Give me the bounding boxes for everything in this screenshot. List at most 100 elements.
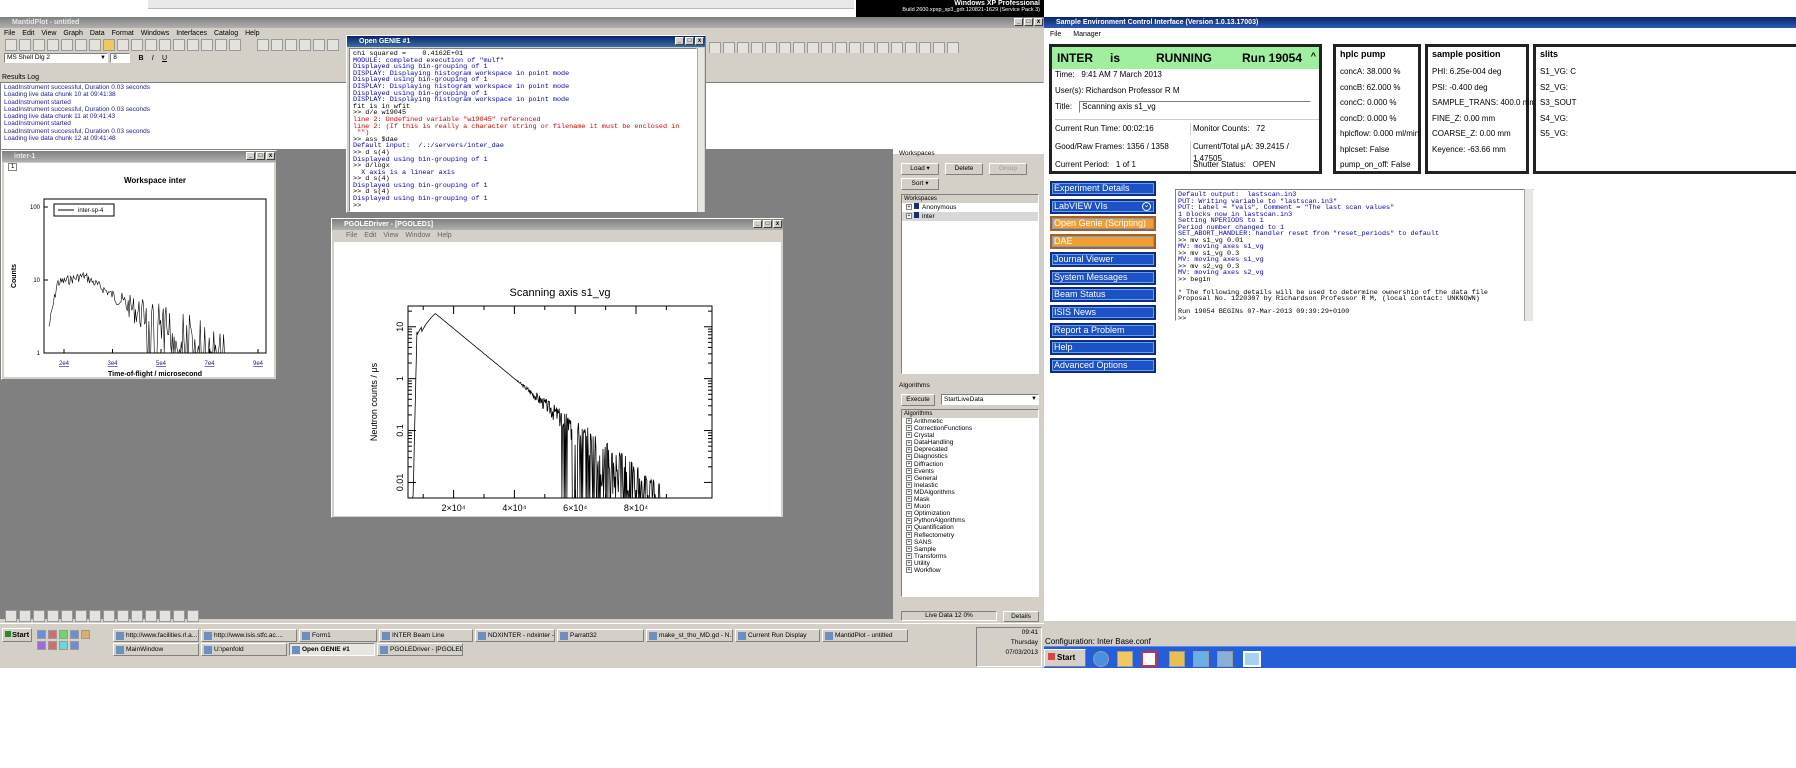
minimize-button[interactable]: _ (1014, 18, 1023, 26)
taskbar-item[interactable]: MantidPlot - untitled (822, 629, 908, 642)
expand-icon[interactable]: + (906, 503, 912, 510)
algorithm-category[interactable]: + Utility (906, 560, 1038, 567)
expand-icon[interactable]: + (906, 482, 912, 489)
expand-icon[interactable]: + (906, 418, 912, 425)
workspace-item-anonymous[interactable]: + Anonymous (906, 203, 957, 211)
menu-data[interactable]: Data (89, 30, 105, 37)
algorithm-category[interactable]: + Arithmetic (906, 418, 1038, 425)
expand-icon[interactable]: + (906, 425, 912, 432)
link-isis-news[interactable]: ISIS News (1050, 304, 1156, 320)
clock-time[interactable]: 09:41 (1021, 629, 1038, 636)
quicklaunch-icon[interactable] (48, 630, 57, 639)
details-button[interactable]: Details (1003, 611, 1039, 622)
zoom-icon[interactable] (709, 42, 721, 53)
save-template-icon[interactable] (145, 39, 157, 51)
screen-reader-icon[interactable] (751, 42, 763, 53)
menu-manager[interactable]: Manager (1073, 31, 1101, 38)
algorithm-category[interactable]: + Crystal (906, 432, 1038, 439)
copy-icon[interactable] (299, 39, 312, 51)
expand-icon[interactable]: + (906, 553, 912, 560)
bold-icon[interactable]: B (138, 55, 144, 63)
taskbar-item[interactable]: http://www.isis.stfc.ac.... (201, 629, 297, 642)
algorithm-category[interactable]: + Sample (906, 546, 1038, 553)
menu-graph[interactable]: Graph (63, 30, 83, 37)
ie-icon[interactable] (1093, 651, 1109, 667)
seci-console-scrollbar[interactable] (1524, 189, 1533, 321)
font-select[interactable]: MS Shell Dlg 2 ▼ (4, 53, 108, 63)
algorithm-category[interactable]: + DataHandling (906, 439, 1038, 446)
axis-y-icon[interactable] (905, 42, 917, 53)
menu-edit[interactable]: Edit (22, 30, 35, 37)
expand-circle-icon[interactable]: ⌄ (1142, 201, 1151, 211)
quicklaunch-icon[interactable] (59, 630, 68, 639)
algorithm-category[interactable]: + Deprecated (906, 446, 1038, 453)
link-labview-vis[interactable]: LabVIEW VIs ⌄ (1050, 198, 1156, 214)
quicklaunch-icon[interactable] (48, 641, 57, 650)
arrow-icon[interactable] (807, 42, 819, 53)
start-button-2[interactable]: Start (1044, 649, 1086, 667)
app-icon[interactable] (1217, 651, 1233, 667)
expand-icon[interactable]: + (906, 496, 912, 503)
plot-style-icon[interactable] (187, 610, 199, 622)
taskbar-item[interactable]: make_st_tho_MD.gd - N... (646, 629, 733, 642)
link-help[interactable]: Help (1050, 340, 1156, 356)
font-size-select[interactable]: 8 (110, 53, 131, 63)
maximize-button[interactable]: □ (763, 220, 772, 228)
menu-file[interactable]: File (346, 232, 358, 239)
load-button[interactable]: Load ▾ (901, 163, 939, 175)
expand-icon[interactable]: + (906, 467, 912, 474)
text-icon[interactable] (821, 42, 833, 53)
algorithm-category[interactable]: + Diagnostics (906, 453, 1038, 460)
expand-icon[interactable]: + (906, 567, 912, 574)
new-table-icon[interactable] (19, 39, 31, 51)
expand-icon[interactable]: + (906, 517, 912, 524)
line-icon[interactable] (793, 42, 805, 53)
print-icon[interactable] (159, 39, 171, 51)
expand-icon[interactable]: + (906, 531, 912, 538)
maximize-button[interactable]: □ (256, 152, 265, 160)
maximize-button[interactable]: □ (685, 37, 694, 45)
last-icon[interactable] (947, 42, 959, 53)
axis-x-icon[interactable] (891, 42, 903, 53)
algorithm-category[interactable]: + Quantification (906, 524, 1038, 531)
pointer-icon[interactable] (723, 42, 735, 53)
seci-console[interactable]: Default output: lastscan.in3 PUT: Writing… (1175, 189, 1534, 321)
open-template-icon[interactable] (117, 39, 129, 51)
start-button[interactable]: Start (2, 628, 32, 642)
plot-icon[interactable] (849, 42, 861, 53)
menu-help[interactable]: Help (437, 232, 452, 239)
plot-style-icon[interactable] (19, 610, 31, 622)
link-system-messages[interactable]: System Messages (1050, 269, 1156, 285)
algorithm-category[interactable]: + Inelastic (906, 482, 1038, 489)
menu-view[interactable]: View (383, 232, 399, 239)
link-beam-status[interactable]: Beam Status (1050, 287, 1156, 303)
menu-edit[interactable]: Edit (364, 232, 377, 239)
taskbar-item[interactable]: MainWindow (113, 643, 199, 656)
algorithm-category[interactable]: + CorrectionFunctions (906, 425, 1038, 432)
menu-view[interactable]: View (41, 30, 57, 37)
menu-catalog[interactable]: Catalog (213, 30, 239, 37)
delete-button[interactable]: Delete (945, 163, 983, 175)
algorithm-search-select[interactable]: StartLiveData ▼ (941, 394, 1039, 405)
new-matrix-icon[interactable] (33, 39, 45, 51)
undo-icon[interactable] (257, 39, 270, 51)
maximize-button[interactable]: □ (1024, 18, 1033, 26)
sort-button[interactable]: Sort ▾ (901, 178, 939, 190)
paste-icon[interactable] (313, 39, 326, 51)
algorithm-category[interactable]: + Mask (906, 496, 1038, 503)
expand-icon[interactable]: + (906, 446, 912, 453)
table-icon[interactable] (201, 39, 213, 51)
quicklaunch-icon[interactable] (81, 630, 90, 639)
open-icon[interactable] (103, 39, 115, 51)
menu-file[interactable]: File (1050, 31, 1062, 38)
data-reader-icon[interactable] (737, 42, 749, 53)
menu-window[interactable]: Window (405, 232, 431, 239)
scatter-icon[interactable] (877, 42, 889, 53)
algorithm-category[interactable]: + Muon (906, 503, 1038, 510)
algorithm-category[interactable]: + PythonAlgorithms (906, 517, 1038, 524)
quicklaunch-icon[interactable] (70, 630, 79, 639)
expand-icon[interactable]: + (906, 489, 912, 496)
algorithm-category[interactable]: + Events (906, 468, 1038, 475)
quicklaunch-icon[interactable] (37, 630, 46, 639)
new-graph-icon[interactable] (61, 39, 73, 51)
